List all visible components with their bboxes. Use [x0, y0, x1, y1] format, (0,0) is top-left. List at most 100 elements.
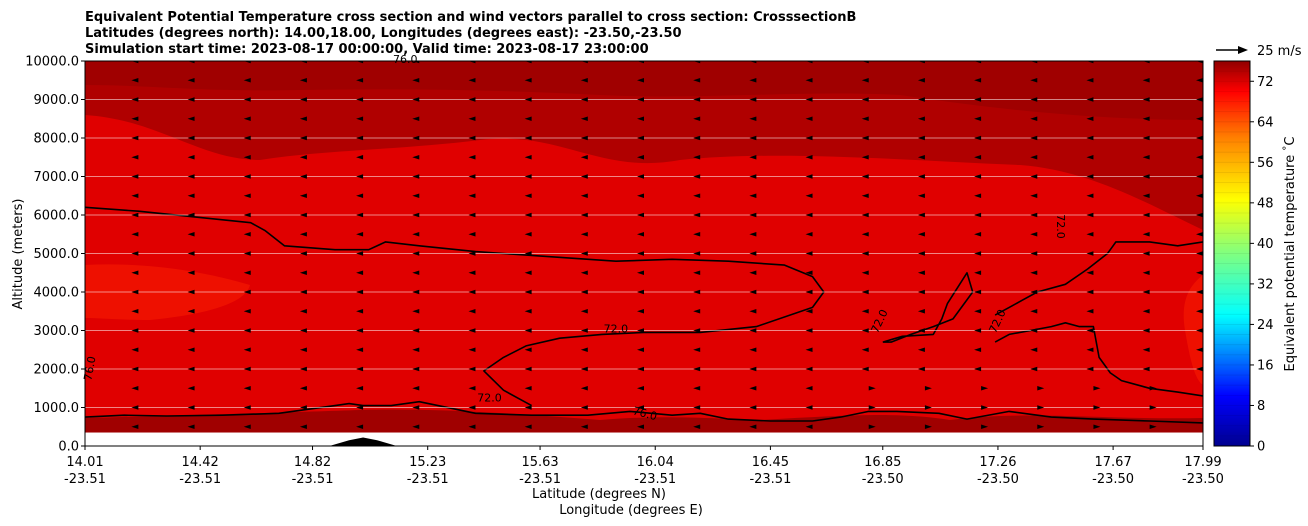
wind-vector: [524, 251, 532, 256]
wind-vector: [1142, 270, 1150, 275]
wind-vector: [299, 61, 307, 64]
wind-vector: [580, 174, 588, 179]
wind-vector: [1149, 405, 1157, 410]
field-band-right: [1183, 275, 1203, 385]
wind-vector: [917, 97, 925, 102]
wind-vector: [1196, 347, 1203, 352]
wind-vector: [524, 174, 532, 179]
wind-vector: [693, 174, 701, 179]
contour-label: 76.0: [631, 404, 658, 423]
wind-key-label: 25 m/s: [1257, 44, 1302, 59]
wind-vector: [131, 328, 139, 333]
wind-vector: [917, 289, 925, 295]
wind-vector: [974, 116, 982, 121]
wind-vector: [805, 366, 813, 372]
wind-vector: [580, 289, 588, 295]
wind-vector: [356, 366, 364, 372]
wind-vector: [637, 193, 644, 198]
wind-vector: [637, 135, 644, 141]
wind-vector: [1086, 61, 1094, 64]
wind-vector: [299, 193, 307, 198]
wind-vector: [637, 347, 644, 352]
wind-vector: [356, 405, 364, 410]
wind-vector: [637, 270, 644, 275]
wind-vector: [524, 347, 532, 352]
wind-vector: [356, 193, 364, 198]
contour-label: 72.0: [1054, 214, 1067, 239]
wind-vector: [693, 405, 701, 410]
wind-vector: [1030, 61, 1038, 64]
wind-vector: [524, 289, 532, 295]
wind-vector: [1030, 347, 1038, 352]
wind-vector: [356, 135, 364, 141]
wind-vector: [243, 97, 251, 102]
wind-vector: [1142, 347, 1150, 352]
wind-vector: [412, 232, 420, 237]
wind-vector: [637, 386, 644, 391]
wind-vector: [1142, 61, 1150, 64]
wind-vector: [805, 270, 813, 275]
wind-vector: [1203, 425, 1210, 429]
wind-vector: [1030, 270, 1038, 275]
wind-vector: [131, 116, 139, 121]
contour-label: 72.0: [477, 392, 502, 405]
wind-vector: [1030, 289, 1038, 295]
wind-vector: [974, 61, 982, 64]
wind-vector: [299, 386, 307, 391]
wind-vector: [468, 155, 476, 160]
y-axis-label: Altitude (meters): [11, 199, 26, 310]
wind-vector: [412, 78, 420, 83]
y-axis: 0.0 1000.0 2000.0 3000.0 4000.0 5000.0 6000.0 7…: [25, 55, 85, 455]
wind-vector: [1196, 270, 1203, 275]
wind-vector: [1196, 251, 1203, 256]
wind-vector: [243, 78, 251, 83]
x-axis-label-latitude: Latitude (degrees N): [532, 487, 666, 502]
wind-vector: [981, 405, 989, 410]
wind-vector: [187, 251, 195, 256]
wind-vector: [78, 309, 85, 313]
chart-title-line-2: Latitudes (degrees north): 14.00,18.00, …: [85, 26, 682, 41]
colorbar-label: Equivalent potential temperature °C: [1282, 137, 1298, 372]
wind-vector: [187, 135, 195, 141]
wind-vector: [974, 289, 982, 295]
y-tick-label: 7000.0: [34, 170, 80, 185]
wind-vector: [1030, 328, 1038, 333]
wind-vector: [805, 251, 813, 256]
wind-vector: [187, 405, 195, 410]
x-tick-label-latitude: 16.04: [637, 455, 674, 470]
wind-vector: [299, 116, 307, 121]
wind-vector: [187, 289, 195, 295]
wind-vector: [1086, 78, 1094, 83]
x-tick-label-longitude: -23.50: [977, 472, 1019, 487]
wind-vector: [243, 405, 251, 410]
wind-vector: [187, 212, 195, 218]
wind-vector: [749, 78, 757, 83]
wind-vector: [1086, 270, 1094, 275]
wind-vector: [299, 309, 307, 314]
wind-vector: [131, 270, 139, 275]
wind-vector: [356, 289, 364, 295]
wind-vector: [637, 289, 644, 295]
wind-vector: [1142, 193, 1150, 198]
wind-vector: [749, 116, 757, 121]
wind-vector: [356, 270, 364, 275]
wind-vector: [1196, 97, 1203, 102]
wind-vector: [861, 61, 869, 64]
wind-vector: [974, 251, 982, 256]
wind-vector: [580, 366, 588, 372]
y-tick-label: 8000.0: [34, 132, 80, 147]
wind-vector: [637, 424, 644, 429]
wind-vector: [524, 309, 532, 314]
wind-vector: [1196, 328, 1203, 333]
wind-vector: [243, 366, 251, 372]
wind-vector: [299, 424, 307, 429]
wind-vector: [1196, 289, 1203, 295]
x-tick-label-longitude: -23.51: [749, 472, 791, 487]
wind-vector: [749, 289, 757, 295]
wind-vector: [749, 424, 757, 429]
y-tick-label: 2000.0: [34, 363, 80, 378]
wind-vector: [468, 289, 476, 295]
wind-vector: [1086, 347, 1094, 352]
wind-vector: [637, 251, 644, 256]
wind-vector: [299, 366, 307, 372]
